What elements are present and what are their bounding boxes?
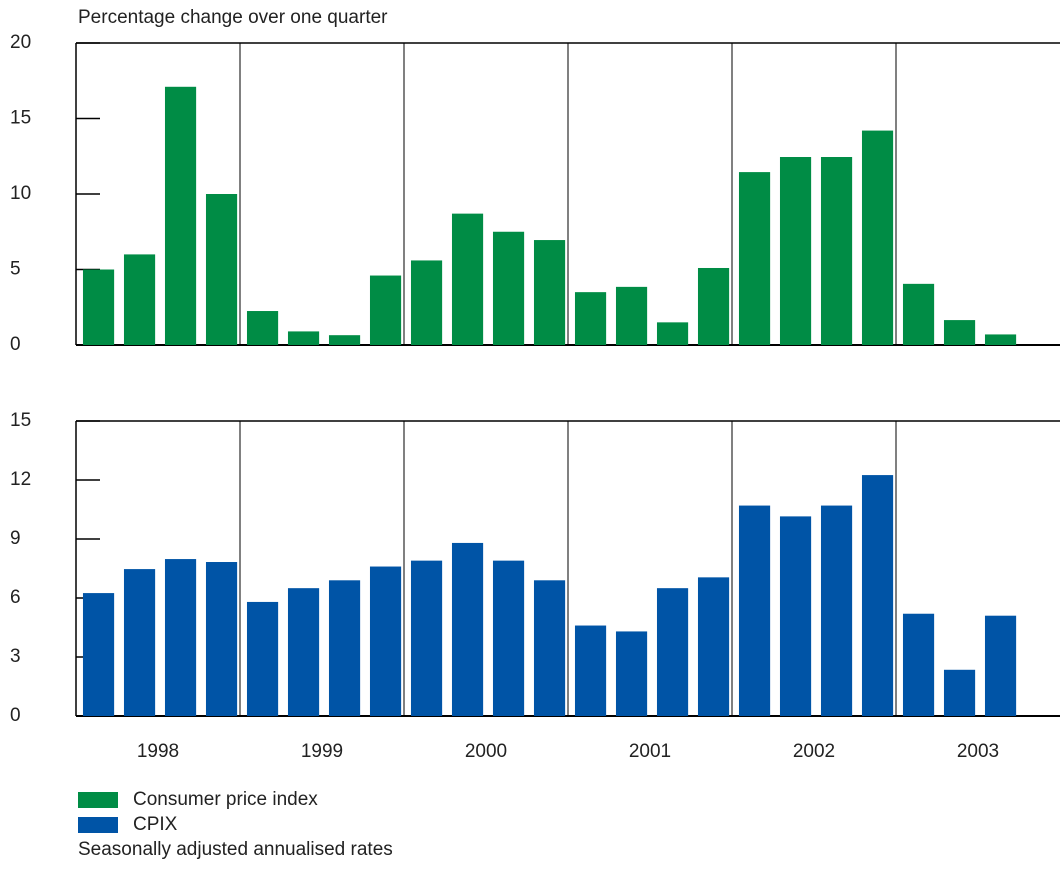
bar <box>287 331 320 345</box>
bar <box>697 577 730 716</box>
bar <box>451 542 484 716</box>
bar <box>328 335 361 345</box>
y-tick-label: 9 <box>10 528 21 549</box>
bar <box>656 588 689 716</box>
bar <box>123 569 156 716</box>
bar <box>533 240 566 345</box>
bar <box>615 286 648 345</box>
bar <box>943 320 976 345</box>
bar <box>615 631 648 716</box>
x-tick-label: 2002 <box>793 741 835 762</box>
bar <box>164 559 197 716</box>
x-tick-label: 2003 <box>957 741 999 762</box>
bar <box>656 322 689 345</box>
x-tick-label: 1999 <box>301 741 343 762</box>
y-tick-label: 15 <box>10 108 31 129</box>
footnote: Seasonally adjusted annualised rates <box>78 839 393 860</box>
bar <box>902 613 935 716</box>
bar <box>492 560 525 716</box>
bar <box>984 334 1017 345</box>
bar <box>164 86 197 345</box>
bar <box>820 505 853 716</box>
bar <box>738 505 771 716</box>
bar <box>738 172 771 345</box>
legend-swatch <box>78 817 118 833</box>
legend-label: Consumer price index <box>133 789 318 810</box>
bar <box>943 669 976 716</box>
legend-label: CPIX <box>133 814 178 835</box>
bar <box>779 516 812 716</box>
bar <box>574 292 607 345</box>
bar <box>82 269 115 345</box>
bar <box>205 194 238 345</box>
bar <box>451 213 484 345</box>
bar <box>410 560 443 716</box>
y-tick-label: 5 <box>10 259 21 280</box>
bar <box>574 625 607 716</box>
y-tick-label: 20 <box>10 32 31 53</box>
x-tick-label: 2000 <box>465 741 507 762</box>
legend-swatch <box>78 792 118 808</box>
y-tick-label: 3 <box>10 646 21 667</box>
bar <box>287 588 320 716</box>
axis-title: Percentage change over one quarter <box>78 7 388 28</box>
bar <box>984 615 1017 716</box>
bar <box>861 130 894 345</box>
bar <box>779 157 812 345</box>
y-tick-label: 10 <box>10 183 31 204</box>
x-tick-label: 2001 <box>629 741 671 762</box>
bar <box>492 231 525 345</box>
y-tick-label: 0 <box>10 705 21 726</box>
y-tick-label: 0 <box>10 334 21 355</box>
y-tick-label: 12 <box>10 469 31 490</box>
bar <box>902 283 935 345</box>
bar <box>205 562 238 716</box>
bar <box>369 275 402 345</box>
bar <box>410 260 443 345</box>
bar <box>820 157 853 345</box>
bar <box>246 601 279 716</box>
y-tick-label: 6 <box>10 587 21 608</box>
x-tick-label: 1998 <box>137 741 179 762</box>
bar <box>369 566 402 716</box>
bar <box>861 475 894 716</box>
bar <box>246 311 279 345</box>
bar <box>328 580 361 716</box>
bar <box>82 593 115 716</box>
bar <box>123 254 156 345</box>
y-tick-label: 15 <box>10 410 31 431</box>
bar <box>533 580 566 716</box>
bar <box>697 267 730 345</box>
